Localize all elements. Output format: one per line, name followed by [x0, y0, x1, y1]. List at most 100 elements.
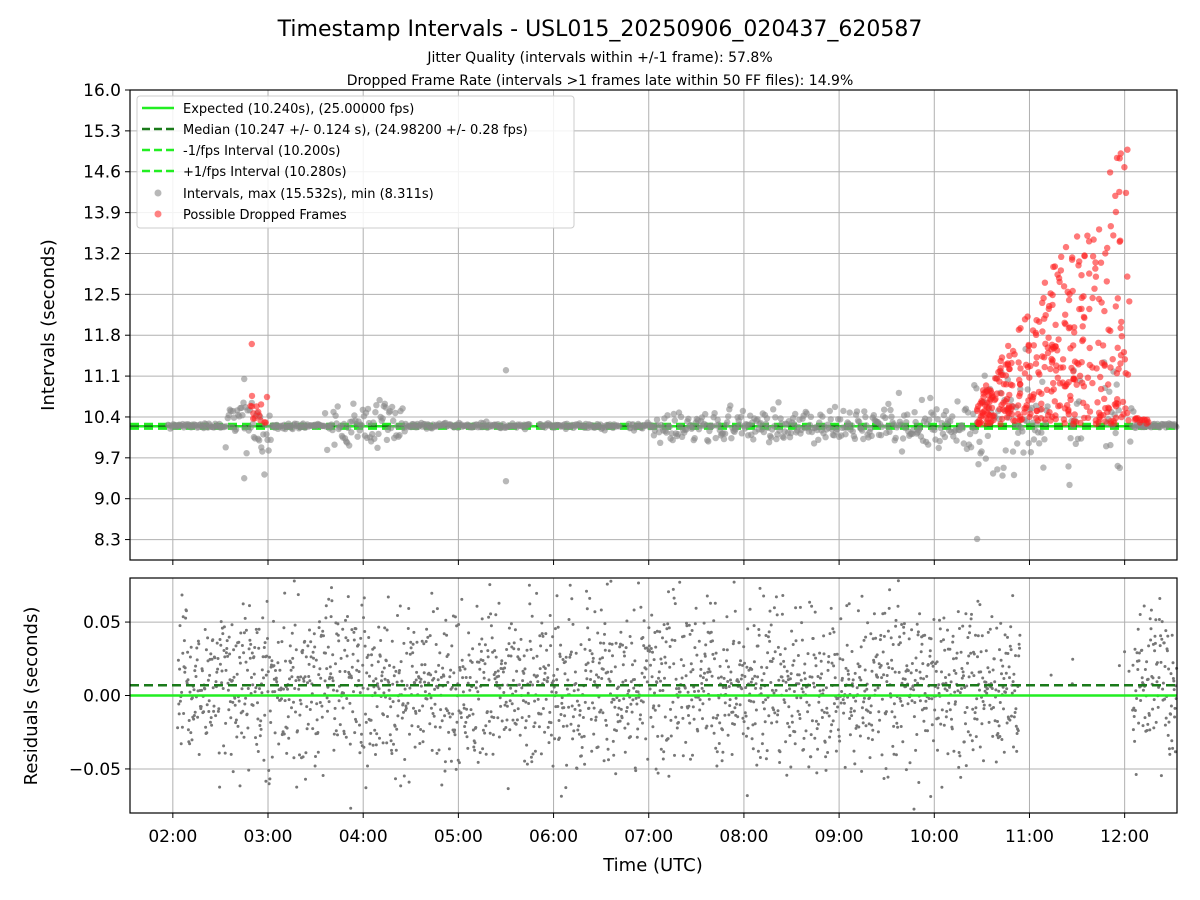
residual-point [1172, 679, 1176, 683]
residual-point [533, 699, 537, 703]
top-y-axis-label: Intervals (seconds) [38, 239, 59, 411]
residual-point [973, 717, 977, 721]
residual-point [332, 688, 335, 692]
residual-point [699, 659, 703, 663]
residual-point [752, 700, 756, 704]
residual-point [920, 642, 924, 646]
residual-point [907, 637, 911, 641]
interval-point [912, 418, 919, 426]
legend-marker-dropped [154, 210, 162, 218]
residual-point [854, 699, 858, 703]
residual-point [189, 645, 193, 649]
dropped-frame-point [1030, 342, 1038, 349]
residual-point [341, 627, 345, 631]
dropped-frame-point [1043, 386, 1051, 393]
residual-point [342, 729, 346, 733]
residual-point [894, 753, 898, 757]
dropped-frame-point [1000, 399, 1007, 406]
residual-point [498, 696, 502, 700]
residual-point [645, 659, 648, 663]
residual-point [453, 615, 457, 619]
chart-subtitle-jitter: Jitter Quality (intervals within +/-1 fr… [426, 50, 772, 66]
residual-point [286, 687, 289, 691]
residual-point [965, 684, 969, 688]
residual-point [866, 709, 870, 713]
dropped-frame-point [1095, 295, 1103, 303]
residual-point [899, 725, 903, 728]
residual-point [712, 619, 716, 623]
residual-point [815, 727, 819, 731]
residual-point [245, 712, 249, 716]
residual-point [302, 679, 306, 683]
residual-point [664, 661, 668, 665]
residual-point [641, 636, 645, 639]
interval-point [959, 425, 966, 432]
residual-point [647, 644, 651, 648]
residual-point [843, 765, 847, 769]
residual-point [318, 667, 322, 671]
interval-point [773, 435, 780, 443]
residual-point [733, 609, 737, 613]
dropped-frame-point [1041, 363, 1048, 371]
residual-point [697, 689, 700, 693]
residual-point [363, 630, 367, 633]
dropped-frame-point [1029, 393, 1037, 401]
residual-point [190, 696, 194, 700]
residual-point [591, 660, 595, 664]
interval-point [222, 444, 229, 451]
residual-point [642, 619, 646, 623]
residual-point [778, 750, 782, 754]
residual-point [1137, 651, 1141, 655]
interval-point [930, 411, 937, 418]
top-y-tick-label: 13.9 [83, 204, 121, 224]
residual-point [513, 709, 517, 713]
dropped-frame-point [1079, 336, 1087, 343]
residual-point [949, 680, 953, 684]
residual-point [945, 689, 949, 692]
residual-point [900, 623, 904, 626]
bottom-x-tick-label: 03:00 [244, 827, 293, 847]
residual-point [362, 596, 366, 600]
residual-point [667, 590, 670, 594]
residual-point [531, 683, 535, 687]
residual-point [568, 655, 572, 659]
residual-point [1167, 667, 1171, 671]
residual-point [768, 609, 772, 613]
residual-point [659, 747, 663, 751]
residual-point [991, 668, 995, 672]
residual-point [220, 681, 224, 685]
residual-point [285, 751, 289, 755]
residual-point [751, 747, 755, 751]
residual-point [332, 748, 336, 752]
residual-point [532, 725, 536, 729]
residual-point [303, 675, 307, 679]
residual-point [954, 656, 958, 660]
residual-point [204, 648, 208, 652]
residual-point [986, 630, 990, 634]
residual-point [218, 638, 222, 641]
residual-point [828, 632, 832, 636]
residual-point [298, 753, 301, 757]
residual-point [457, 709, 461, 713]
interval-point [702, 410, 709, 418]
residual-point [200, 688, 204, 692]
residual-point [842, 711, 846, 715]
residual-point [622, 697, 626, 701]
residual-point [962, 674, 965, 678]
residual-point [592, 706, 596, 710]
residual-point [833, 653, 837, 656]
residual-point [591, 656, 595, 660]
residual-point [944, 681, 948, 685]
dropped-frame-point [1062, 243, 1070, 251]
interval-point [767, 434, 775, 441]
residual-point [372, 646, 376, 650]
residual-point [237, 640, 241, 644]
residual-point [770, 721, 774, 725]
residual-point [615, 729, 618, 733]
residual-point [369, 731, 373, 735]
residual-point [719, 675, 723, 679]
residual-point [1009, 625, 1013, 629]
residual-point [487, 615, 491, 619]
residual-point [669, 707, 672, 711]
residual-point [763, 720, 767, 724]
